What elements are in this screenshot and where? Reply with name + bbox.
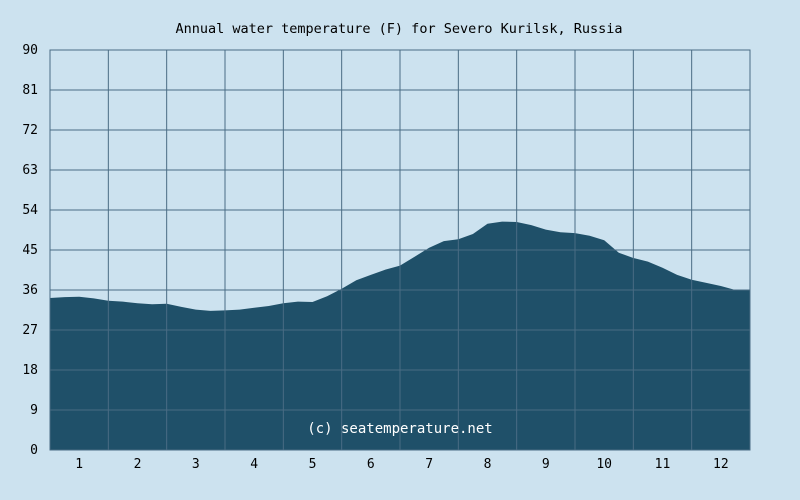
x-tick-label: 11 [655, 457, 671, 472]
x-tick-label: 1 [75, 457, 83, 472]
x-tick-label: 7 [425, 457, 433, 472]
y-tick-label: 18 [22, 363, 38, 378]
y-tick-label: 54 [22, 203, 38, 218]
y-tick-label: 72 [22, 123, 38, 138]
y-axis: 0 9 18 27 36 45 54 63 72 81 90 [22, 43, 38, 458]
x-tick-label: 6 [367, 457, 375, 472]
x-tick-label: 2 [134, 457, 142, 472]
x-axis: 1 2 3 4 5 6 7 8 9 10 11 12 [75, 457, 728, 472]
y-tick-label: 90 [22, 43, 38, 58]
y-tick-label: 45 [22, 243, 38, 258]
x-tick-label: 9 [542, 457, 550, 472]
y-tick-label: 36 [22, 283, 38, 298]
chart-title: Annual water temperature (F) for Severo … [175, 21, 622, 37]
x-tick-label: 4 [250, 457, 258, 472]
y-tick-label: 0 [30, 443, 38, 458]
y-tick-label: 63 [22, 163, 38, 178]
plot-frame [49, 49, 751, 451]
x-tick-label: 8 [484, 457, 492, 472]
x-tick-label: 3 [192, 457, 200, 472]
y-tick-label: 81 [22, 83, 38, 98]
watermark: (c) seatemperature.net [307, 421, 492, 437]
y-tick-label: 9 [30, 403, 38, 418]
x-tick-label: 5 [309, 457, 317, 472]
y-tick-label: 27 [22, 323, 38, 338]
x-tick-label: 10 [596, 457, 612, 472]
x-tick-label: 12 [713, 457, 729, 472]
